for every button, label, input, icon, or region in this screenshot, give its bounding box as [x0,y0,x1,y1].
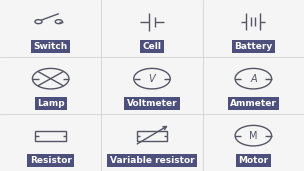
Bar [36,130,66,141]
Text: Battery: Battery [234,42,272,51]
Text: Switch: Switch [33,42,68,51]
Text: M: M [249,131,257,141]
Text: Variable resistor: Variable resistor [110,156,194,165]
Text: Voltmeter: Voltmeter [127,99,177,108]
Text: V: V [149,74,155,84]
Text: Ammeter: Ammeter [230,99,277,108]
Text: Lamp: Lamp [37,99,64,108]
Text: Resistor: Resistor [30,156,72,165]
Bar [137,130,167,141]
Text: A: A [250,74,257,84]
Text: Cell: Cell [143,42,161,51]
Text: Motor: Motor [238,156,268,165]
